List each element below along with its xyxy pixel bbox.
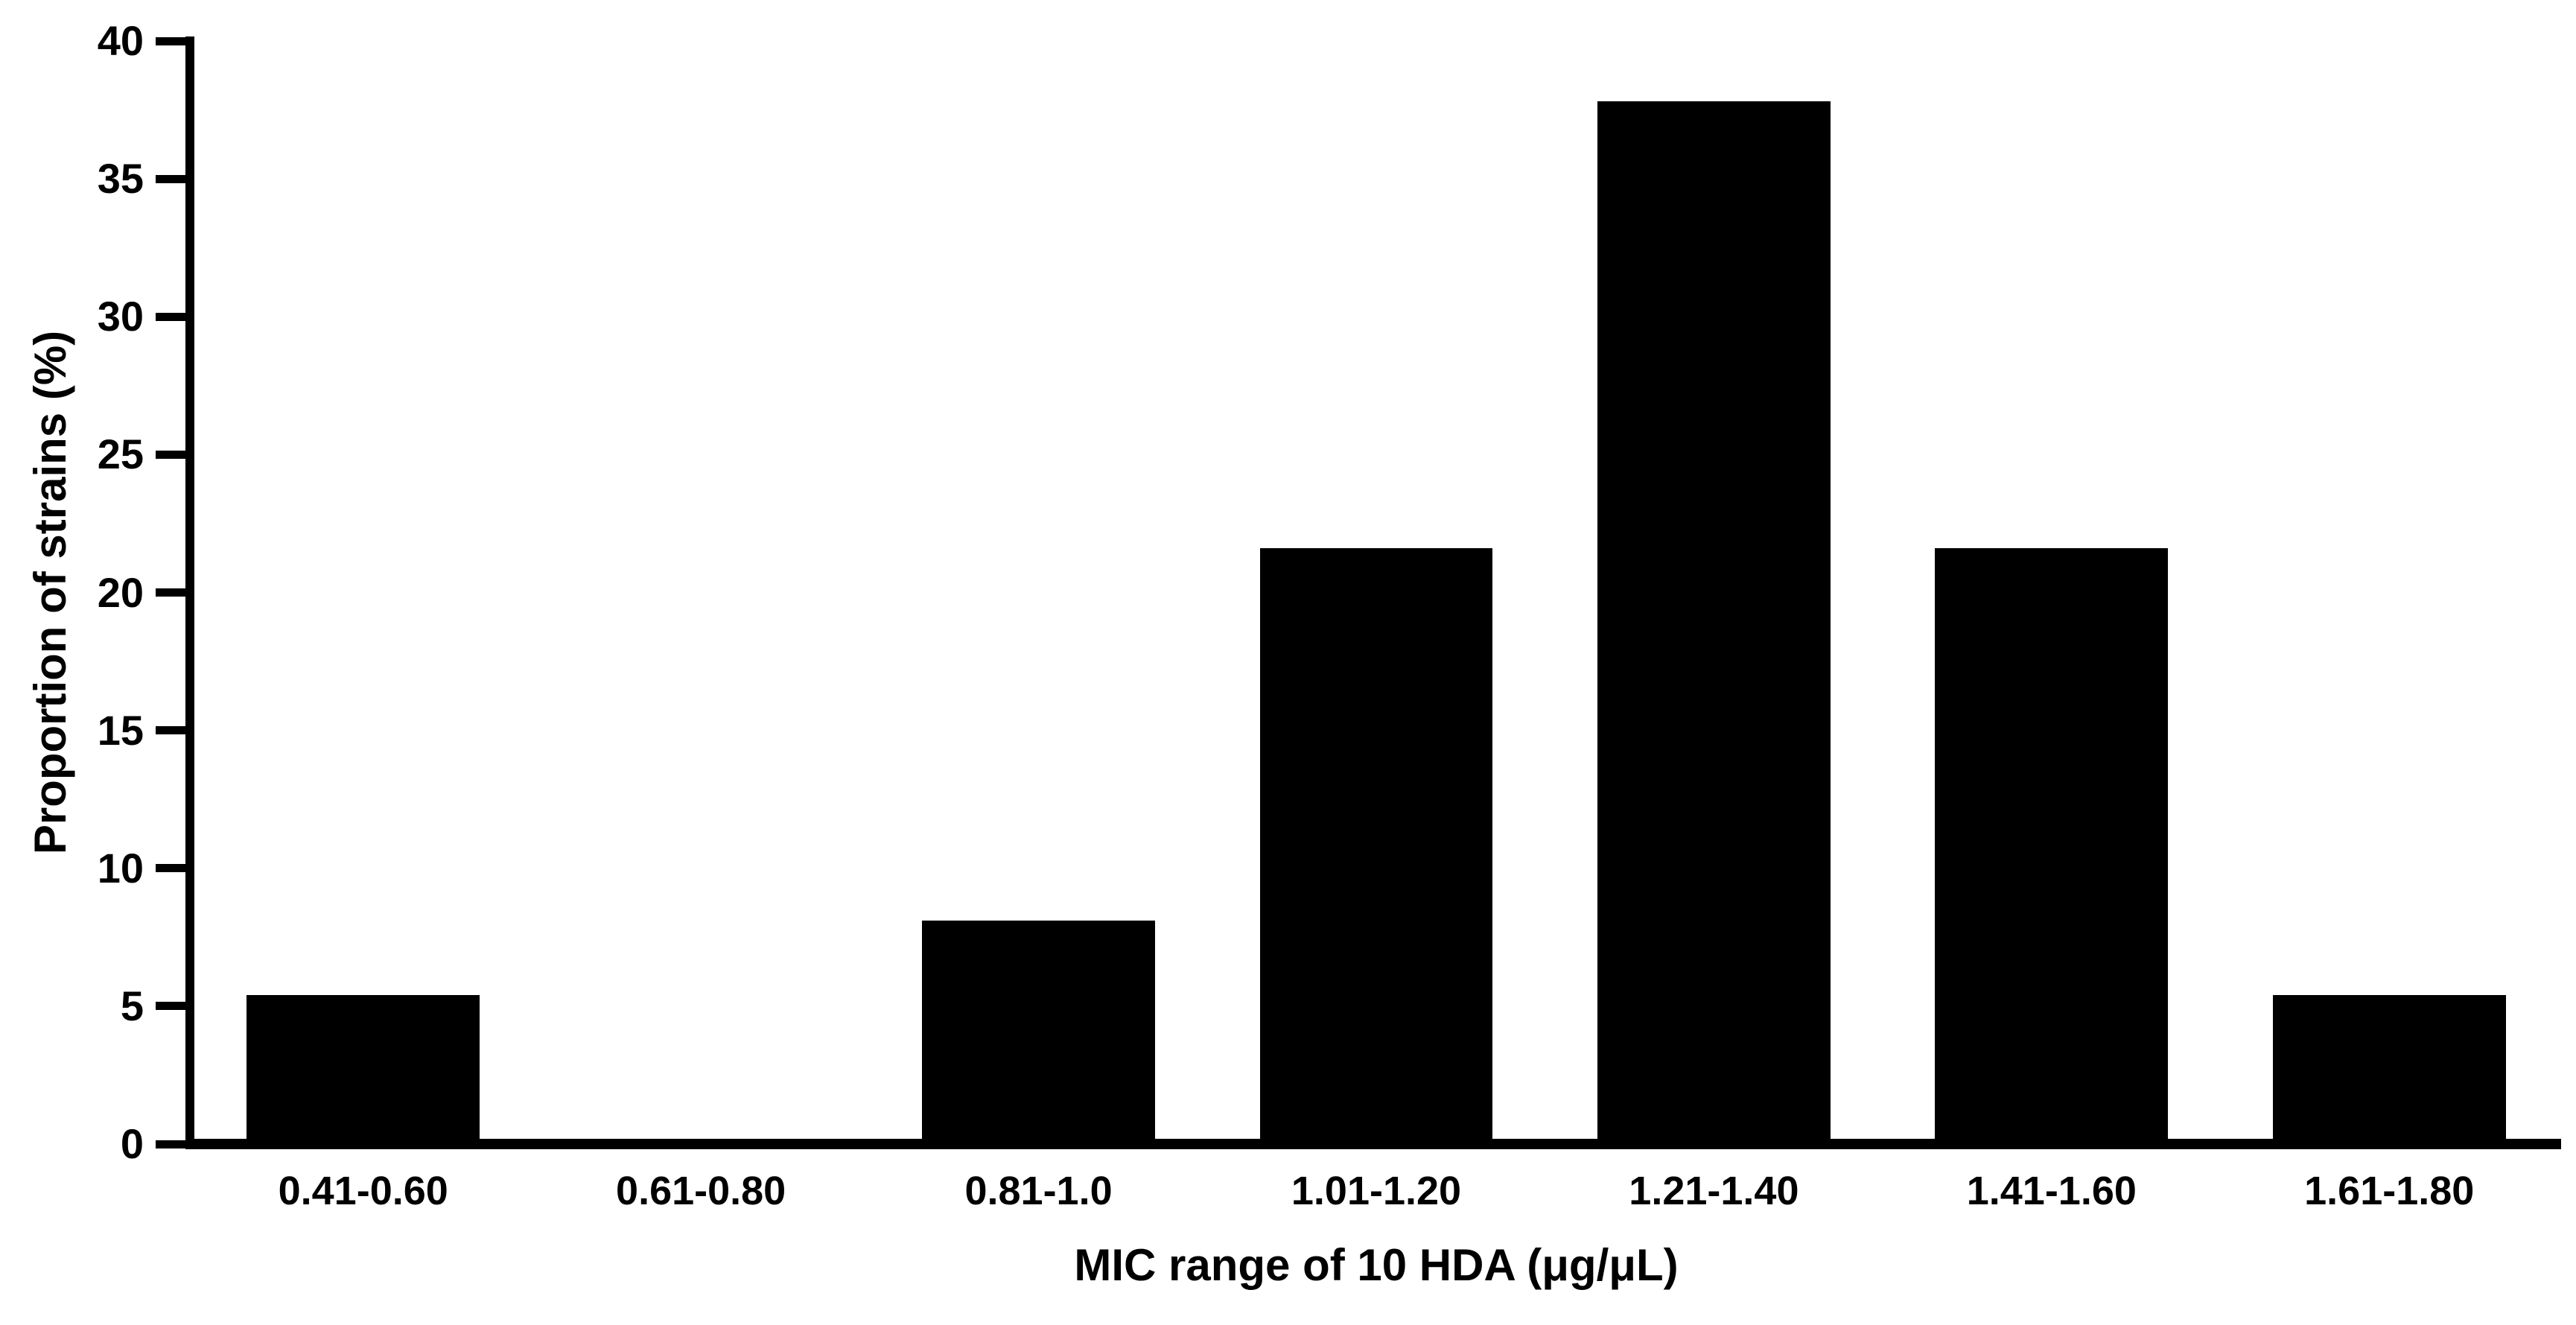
bar-cell-1.01-1.20: [1207, 41, 1545, 1144]
y-tick-mark: [156, 174, 187, 183]
y-tick-label: 20: [97, 568, 144, 616]
x-axis-labels: 0.41-0.60 0.61-0.80 0.81-1.0 1.01-1.20 1.21-…: [194, 1168, 2558, 1214]
bar: [1935, 548, 2169, 1144]
y-tick-mark: [156, 450, 187, 459]
y-tick-label: 40: [97, 17, 144, 64]
y-axis-line: [185, 36, 194, 1149]
bar: [922, 921, 1155, 1144]
y-tick-label: 15: [97, 706, 144, 754]
bar: [2272, 995, 2506, 1144]
y-tick-mark: [156, 1140, 187, 1148]
y-tick-mark: [156, 312, 187, 321]
x-tick-label: 1.21-1.40: [1629, 1169, 1799, 1213]
y-tick-mark: [156, 864, 187, 873]
bar-cell-0.61-0.80: [532, 41, 869, 1144]
bar-cell-1.21-1.40: [1545, 41, 1883, 1144]
y-tick-label: 0: [120, 1120, 144, 1167]
y-tick-mark: [156, 726, 187, 735]
y-tick-mark: [156, 588, 187, 597]
x-tick-label: 0.81-1.0: [964, 1169, 1113, 1213]
bar-cell-1.61-1.80: [2221, 41, 2558, 1144]
x-axis-title: MIC range of 10 HDA (μg/μL): [1074, 1240, 1679, 1290]
x-tick-label: 0.61-0.80: [616, 1169, 786, 1213]
bar: [247, 995, 480, 1144]
y-tick-label: 30: [97, 293, 144, 340]
y-tick-label: 10: [97, 844, 144, 892]
x-tick-label: 0.41-0.60: [278, 1169, 448, 1213]
y-tick-mark: [156, 1002, 187, 1011]
bar: [1597, 101, 1831, 1144]
y-tick-label: 25: [97, 430, 144, 478]
bar-cell-1.41-1.60: [1883, 41, 2220, 1144]
x-tick-label: 1.41-1.60: [1966, 1169, 2137, 1213]
x-tick-label: 1.61-1.80: [2304, 1169, 2475, 1213]
y-tick-mark: [156, 36, 187, 45]
y-tick-label: 5: [120, 982, 144, 1029]
bar: [1259, 548, 1493, 1144]
plot-area: [194, 41, 2558, 1144]
bar-cell-0.81-1.0: [870, 41, 1207, 1144]
bar-cell-0.41-0.60: [194, 41, 532, 1144]
y-axis: 0 5 10 15 20 25 30 35 40: [0, 20, 190, 1165]
x-tick-label: 1.01-1.20: [1291, 1169, 1462, 1213]
y-tick-label: 35: [97, 155, 144, 203]
